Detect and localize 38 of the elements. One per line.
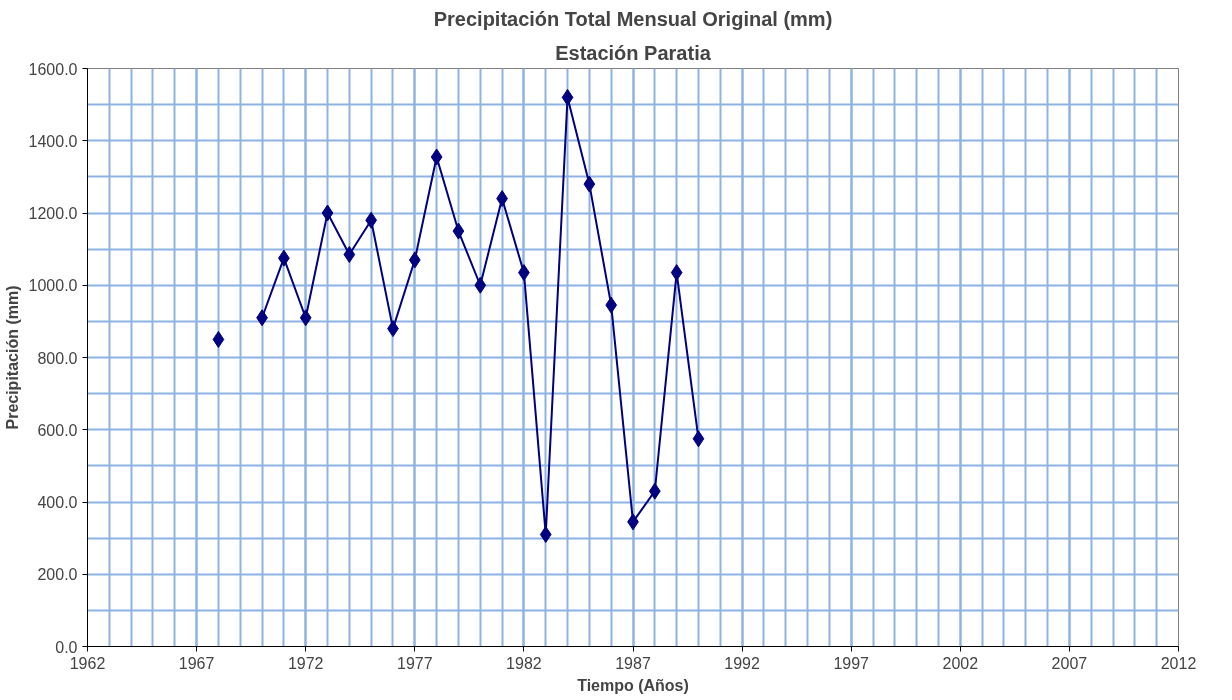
y-tick-label: 400.0 (37, 494, 78, 511)
x-tick-label: 1967 (178, 654, 215, 672)
point (408, 251, 421, 269)
point (539, 526, 552, 544)
y-axis-title: Precipitación (mm) (3, 285, 21, 430)
y-tick-label: 0.0 (55, 638, 78, 656)
y-tick-label: 200.0 (37, 566, 78, 584)
x-tick-label: 1997 (833, 654, 870, 672)
point (452, 222, 465, 240)
point (605, 296, 618, 314)
point (561, 88, 574, 106)
y-tick-label: 1400.0 (28, 132, 78, 150)
point (692, 430, 705, 448)
point (321, 204, 334, 222)
point (430, 148, 443, 166)
x-tick-label: 2012 (1160, 654, 1197, 672)
x-tick-label: 1987 (615, 654, 651, 672)
point (583, 175, 596, 193)
point (299, 309, 312, 327)
y-tick-label: 600.0 (37, 421, 78, 439)
y-tick-label: 1200.0 (28, 205, 78, 222)
x-tick-label: 1982 (506, 654, 542, 672)
x-tick-label: 1977 (397, 654, 433, 672)
x-tick-label: 2002 (942, 654, 979, 672)
point (648, 482, 661, 500)
point (343, 246, 356, 264)
chart-title: Precipitación Total Mensual Original (mm) (433, 7, 833, 30)
y-tick-label: 1600.0 (28, 60, 78, 78)
x-axis-title: Tiempo (Años) (577, 676, 689, 694)
chart-subtitle: Estación Paratia (555, 41, 712, 64)
x-tick-label: 1972 (287, 654, 324, 672)
y-tick-label: 1000.0 (28, 277, 78, 295)
point (474, 276, 487, 294)
x-tick-label: 1962 (69, 654, 106, 672)
x-tick-label: 2007 (1051, 654, 1088, 672)
y-tick-label: 800.0 (37, 349, 78, 367)
point (212, 330, 225, 348)
x-tick-label: 1992 (724, 654, 760, 672)
